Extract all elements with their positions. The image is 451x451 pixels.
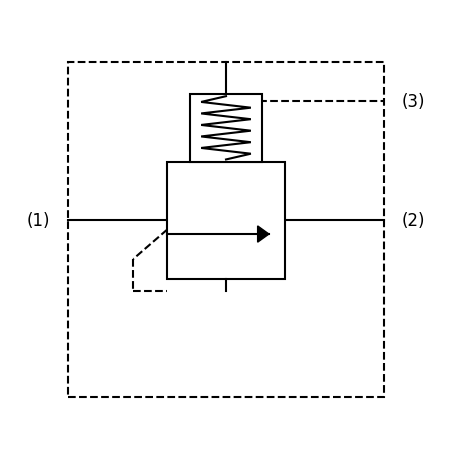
- Text: (2): (2): [401, 212, 424, 230]
- Polygon shape: [257, 226, 268, 243]
- Bar: [167, 162, 284, 280]
- Bar: [68, 63, 383, 397]
- Bar: [189, 95, 262, 162]
- Text: (3): (3): [401, 92, 424, 110]
- Text: (1): (1): [27, 212, 50, 230]
